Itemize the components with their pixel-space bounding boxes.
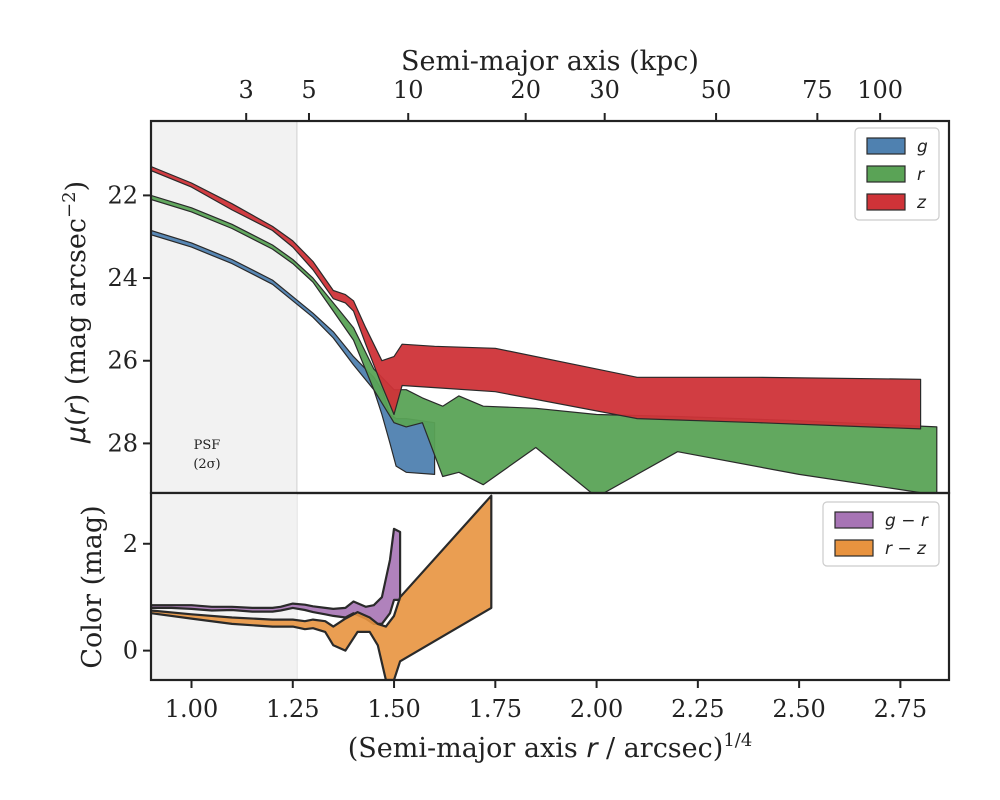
legend-label: g	[917, 137, 928, 157]
x-tick-label: 1.00	[165, 695, 218, 723]
x-tick-label: 2.00	[570, 695, 623, 723]
top-x-tick-label: 5	[301, 76, 316, 104]
legend-label: r	[917, 165, 925, 185]
y-tick-label: 22	[107, 181, 138, 209]
top-x-tick-label: 50	[701, 76, 732, 104]
top-x-tick-label: 3	[239, 76, 254, 104]
color-panel: 0 2 1.00 1.25 1.50 1.75 2.00 2.25 2.50 2.75 g − r r…	[123, 491, 951, 723]
psf-label: PSF	[194, 438, 221, 453]
top-x-tick-label: 75	[802, 76, 833, 104]
legend-swatch	[866, 165, 906, 183]
x-tick-label: 1.50	[367, 695, 420, 723]
legend-label: z	[916, 193, 927, 213]
series-band-g	[151, 229, 436, 475]
x-tick-label: 2.75	[874, 695, 927, 723]
top-axis-title: Semi-major axis (kpc)	[401, 46, 699, 77]
bottom-x-axis-title: (Semi-major axis r / arcsec)1/4	[348, 730, 753, 764]
top-x-tick-label: 30	[589, 76, 620, 104]
x-tick-label: 1.75	[469, 695, 522, 723]
top-x-tick-label: 20	[510, 76, 541, 104]
series-band-z	[151, 165, 922, 430]
top-x-tick-label: 100	[857, 76, 903, 104]
bottom-y-axis-title: Color (mag)	[77, 505, 108, 668]
series-band-rz	[151, 494, 493, 680]
x-tick-label: 2.25	[671, 695, 724, 723]
y-tick-label: 28	[107, 429, 138, 457]
x-tick-label: 1.25	[266, 695, 319, 723]
x-tick-label: 2.50	[772, 695, 825, 723]
legend-swatch	[866, 193, 906, 211]
y-tick-label: 24	[107, 264, 138, 292]
psf-region-top	[151, 121, 297, 493]
psf-region-bottom	[151, 493, 297, 680]
series-band-r	[151, 194, 938, 493]
top-x-tick-label: 10	[393, 76, 424, 104]
legend-swatch	[866, 137, 906, 155]
legend-swatch	[834, 511, 874, 529]
y-tick-label: 2	[123, 530, 138, 558]
y-tick-label: 26	[107, 347, 138, 375]
bottom-panel-frame	[149, 491, 951, 682]
top-y-axis-title: μ(r) (mag arcsec−2)	[59, 181, 92, 444]
legend-label: r − z	[885, 539, 927, 559]
psf-sigma-label: (2σ)	[193, 457, 220, 472]
legend-label: g − r	[885, 511, 929, 531]
legend-swatch	[834, 539, 874, 557]
y-tick-label: 0	[123, 637, 138, 665]
